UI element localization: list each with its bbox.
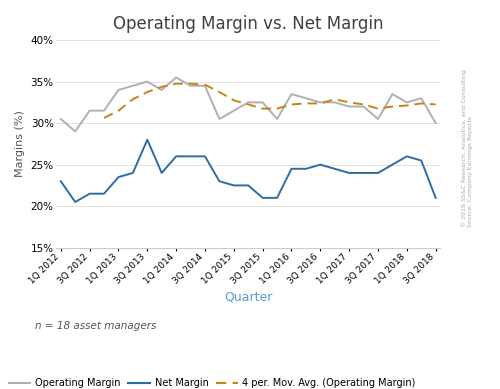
X-axis label: Quarter: Quarter xyxy=(224,291,272,304)
Text: n = 18 asset managers: n = 18 asset managers xyxy=(35,321,156,331)
Title: Operating Margin vs. Net Margin: Operating Margin vs. Net Margin xyxy=(113,15,384,33)
Legend: Operating Margin, Net Margin, 4 per. Mov. Avg. (Operating Margin): Operating Margin, Net Margin, 4 per. Mov… xyxy=(5,374,420,389)
Y-axis label: Margins (%): Margins (%) xyxy=(15,110,25,177)
Text: © 2019 SS&C Research, Analytics, and Consulting
Source: Company Earnings Reports: © 2019 SS&C Research, Analytics, and Con… xyxy=(462,69,473,227)
